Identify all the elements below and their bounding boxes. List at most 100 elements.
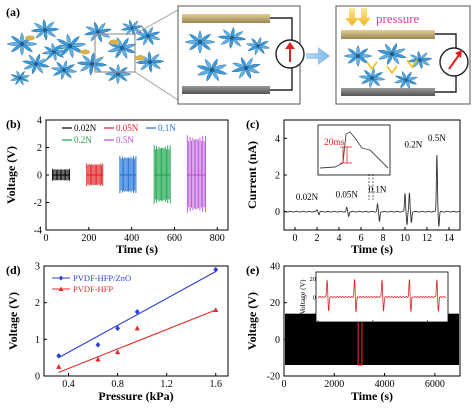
panel-e-inset-ylabel: Voltage (V) — [298, 279, 307, 315]
inset-voltage-trace — [317, 279, 447, 312]
petal — [402, 71, 407, 81]
panel-e-inset-xlabel: Time (s) — [369, 325, 395, 334]
nanoflake — [104, 63, 132, 85]
petal — [22, 60, 37, 65]
panel-d-ylabel: Voltage (V) — [6, 292, 20, 350]
petal — [231, 67, 247, 73]
petal — [108, 42, 123, 49]
data-point — [115, 325, 120, 332]
petal — [20, 32, 24, 45]
panel-e-xlabel: Time (s) — [351, 389, 393, 403]
petal — [19, 77, 24, 86]
panel-d-label: (d) — [6, 263, 21, 277]
data-point — [95, 342, 101, 348]
petal — [391, 53, 400, 65]
petal — [387, 53, 393, 66]
panel-b-ylabel: Voltage (V) — [4, 146, 18, 204]
series-0.2N — [153, 144, 171, 204]
panel-b-ticks: 0 200 400 600 800 -4 -2 0 2 4 — [34, 116, 225, 245]
panel-e-label: (e) — [246, 263, 259, 277]
petal-core — [148, 60, 152, 64]
bottom-electrode — [182, 86, 270, 94]
petal — [369, 77, 373, 89]
panel-c-ylabel: Current (nA) — [245, 141, 259, 209]
petal-core — [130, 26, 134, 30]
zoom-line-top — [134, 9, 179, 35]
y-tick-label: -2 — [34, 198, 42, 209]
series-0.1N — [119, 155, 137, 194]
panel-e-inset-trace — [317, 279, 447, 312]
petal-core — [119, 45, 125, 51]
x-tick-label: 0 — [293, 233, 298, 244]
panel-c-ticks: 0 2 4 6 8 10 12 14 0 2 4 — [275, 134, 454, 244]
x-tick-label: 4 — [337, 233, 342, 244]
legend-label-0.2N: 0.2N — [74, 135, 92, 145]
petal — [405, 79, 410, 89]
inset-x-tick-label: 3003 — [366, 323, 379, 330]
zoom-region — [94, 33, 136, 73]
petal — [409, 54, 421, 61]
legend-label-0.1N: 0.1N — [158, 123, 176, 133]
petal — [50, 67, 65, 71]
peak-label-0.02N: 0.02N — [296, 192, 319, 202]
y-tick-label: 40 — [270, 262, 280, 273]
panel-b-traces — [51, 135, 206, 213]
petal — [66, 33, 71, 47]
petal-core — [230, 36, 234, 40]
panel-b-legend: 0.02N 0.05N 0.1N 0.2N 0.5N — [62, 123, 176, 145]
petal — [147, 51, 152, 63]
panel-c-label: (c) — [246, 117, 259, 131]
petal — [63, 60, 68, 71]
petal — [60, 69, 65, 80]
petal-core — [62, 68, 66, 72]
petal — [89, 63, 94, 76]
y-tick-label: 4 — [37, 116, 42, 127]
nanoflakes-pressed — [343, 42, 433, 89]
x-tick-label: 600 — [167, 233, 182, 244]
legend-marker — [58, 275, 64, 281]
petal-core — [34, 62, 38, 66]
data-point — [134, 325, 140, 331]
y-tick-label: 0 — [37, 171, 42, 182]
petal-core — [43, 28, 47, 32]
panel-d-xlabel: Pressure (kPa) — [98, 389, 173, 403]
petal — [91, 63, 102, 74]
petal — [245, 67, 252, 80]
panel-c-trace — [283, 155, 460, 227]
nanoflake — [22, 53, 50, 75]
x-tick-label: 2000 — [324, 379, 344, 390]
petal — [211, 69, 220, 82]
nanoflake — [135, 51, 165, 73]
petal — [115, 47, 123, 59]
x-tick-label: 200 — [81, 233, 96, 244]
petal — [371, 77, 386, 81]
series-0.02N — [51, 168, 71, 181]
data-point — [134, 309, 140, 315]
petal-core — [404, 78, 408, 82]
petal — [199, 41, 211, 51]
petal — [147, 35, 161, 40]
x-tick-label: 1.2 — [160, 379, 173, 390]
petal — [90, 52, 95, 65]
gold-particle — [135, 55, 145, 61]
inset-y-tick-label: 20 — [310, 276, 317, 283]
nanoflake — [407, 50, 433, 70]
x-tick-label: 8 — [381, 233, 386, 244]
petal — [356, 55, 360, 67]
petal — [361, 77, 373, 84]
petal — [199, 33, 211, 43]
petal — [257, 45, 265, 54]
petal — [31, 63, 37, 75]
series-PVDF-HFP — [56, 307, 219, 373]
x-tick-label: 6 — [359, 233, 364, 244]
stress-mark — [366, 61, 378, 71]
petal-core — [96, 30, 100, 34]
nanoflake — [120, 19, 144, 37]
nanoflake — [135, 26, 161, 46]
data-point — [115, 349, 121, 355]
petal — [28, 54, 37, 65]
x-tick-label: 10 — [400, 233, 410, 244]
gold-particle — [109, 39, 119, 45]
petal — [394, 75, 407, 81]
